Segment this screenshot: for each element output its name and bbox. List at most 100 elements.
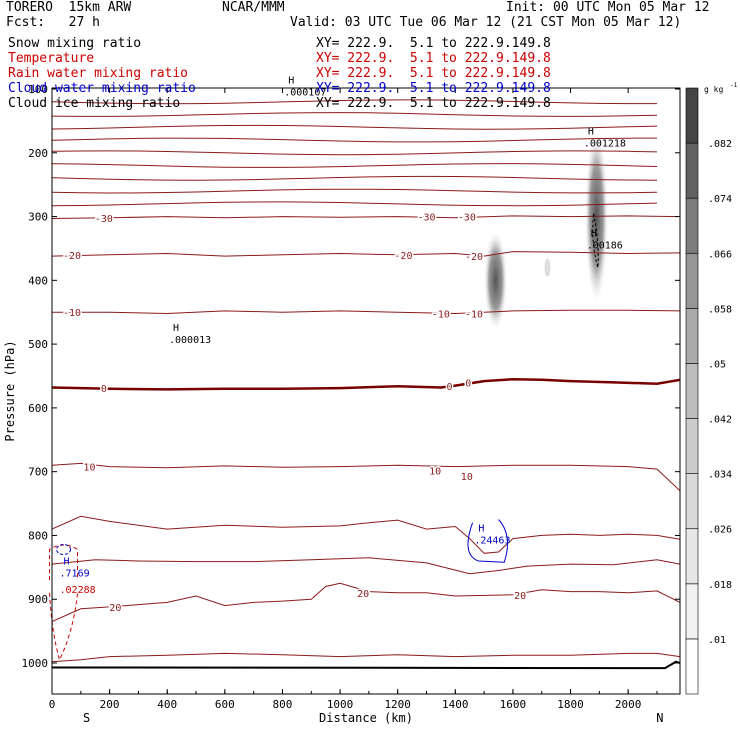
colorbar-swatch (685, 308, 699, 364)
legend-cloud-water-xy: XY= 222.9. 5.1 to 222.9.149.8 (316, 81, 551, 96)
maximum-marker: H (478, 524, 484, 535)
isotherm-label: 20 (357, 589, 369, 600)
isotherm-label: -20 (394, 251, 412, 262)
snow-plume-speck (544, 258, 551, 277)
legend-cloud-ice-xy: XY= 222.9. 5.1 to 222.9.149.8 (316, 96, 551, 111)
isotherm-label: 10 (461, 472, 473, 483)
isotherm-0 (52, 377, 680, 391)
y-tick-label: 1000 (22, 657, 49, 670)
upper-isotherm (52, 201, 658, 207)
maximum-marker: H (588, 126, 594, 137)
upper-isotherm (52, 175, 658, 181)
colorbar-label: .026 (708, 525, 732, 536)
contour-group (52, 99, 680, 670)
maximum-value: .000013 (169, 335, 211, 346)
colorbar-unit-sup: -1 (730, 82, 738, 89)
y-tick-label: 300 (28, 211, 48, 224)
colorbar-swatch (685, 363, 699, 419)
colorbar-swatch (685, 197, 699, 254)
isotherm-label: -10 (465, 309, 483, 320)
legend-cloud-water: Cloud water mixing ratio (8, 81, 196, 96)
legend-snow: Snow mixing ratio (8, 36, 142, 51)
x-tick-label: 1000 (327, 698, 354, 711)
rain-water-contour (49, 592, 79, 662)
x-tick-label: 0 (49, 698, 56, 711)
isotherm-unlabeled-7 (52, 557, 680, 575)
colorbar-label: .058 (708, 304, 732, 315)
upper-isotherm (52, 99, 657, 105)
isotherm-label: 0 (465, 378, 471, 389)
legend-temperature: Temperature (8, 51, 95, 66)
isotherm-label: 10 (429, 466, 441, 477)
surface-line (52, 660, 680, 670)
y-tick-label: 500 (28, 338, 48, 351)
colorbar-label: .082 (708, 139, 732, 150)
legend-temperature-xy: XY= 222.9. 5.1 to 222.9.149.8 (316, 51, 551, 66)
x-tick-label: 1400 (442, 698, 469, 711)
isotherm-label: 0 (101, 384, 107, 395)
colorbar-swatch (685, 87, 699, 144)
x-tick-label: 800 (273, 698, 293, 711)
maximum-value: .00186 (587, 240, 623, 251)
forecast-hour: Fcst: 27 h (6, 15, 100, 30)
cloud-water-contour (467, 519, 509, 563)
y-tick-label: 600 (28, 402, 48, 415)
cloud-ice-contour (592, 213, 599, 268)
colorbar-swatch (685, 418, 699, 474)
x-tick-label: 1200 (384, 698, 411, 711)
colorbar-label: .01 (708, 635, 726, 646)
x-axis-label: Distance (km) (319, 711, 413, 725)
colorbar-label: .074 (708, 194, 732, 205)
x-tick-label: 400 (157, 698, 177, 711)
colorbar-swatch (685, 638, 699, 695)
maximum-value: .02288 (60, 585, 96, 596)
rain-water-contour-upper (49, 544, 79, 581)
colorbar-label: .042 (708, 415, 732, 426)
isotherm-unlabeled-5 (52, 515, 680, 554)
init-time: Init: 00 UTC Mon 05 Mar 12 (506, 0, 710, 15)
x-tick-label: 1800 (557, 698, 584, 711)
maximum-value: .001218 (584, 138, 626, 149)
y-tick-label: 400 (28, 274, 48, 287)
maximum-value: .24463 (474, 536, 510, 547)
maximum-marker: H (173, 323, 179, 334)
colorbar-label: .05 (708, 359, 726, 370)
isotherm-unlabeled-8 (52, 652, 680, 663)
maximum-marker: H (591, 228, 597, 239)
x-tick-label: 2000 (615, 698, 642, 711)
colorbar-swatch (685, 473, 699, 530)
y-tick-label: 900 (28, 593, 48, 606)
upper-isotherm (52, 112, 658, 117)
legend-xy: XY= 222.9. 5.1 to 222.9.149.8 (316, 36, 551, 51)
y-tick-label: 200 (28, 147, 48, 160)
legend-rain-xy: XY= 222.9. 5.1 to 222.9.149.8 (316, 66, 551, 81)
colorbar-unit: g kg (704, 85, 723, 94)
org-title: NCAR/MMM (222, 0, 285, 15)
colorbar-swatch (685, 252, 699, 309)
isotherm--20 (52, 251, 680, 257)
colorbar-label: .066 (708, 249, 732, 260)
upper-isotherm (52, 163, 658, 168)
x-end-label-s: S (83, 711, 90, 725)
plot-frame (51, 87, 681, 695)
upper-isotherm (52, 150, 658, 156)
upper-isotherm (52, 124, 658, 130)
colorbar-label: .018 (708, 580, 732, 591)
y-axis-label: Pressure (hPa) (3, 340, 17, 441)
isotherm-10 (52, 462, 680, 492)
x-tick-label: 1600 (500, 698, 527, 711)
isotherm-label: 0 (447, 382, 453, 393)
isotherm-label: -20 (465, 252, 483, 263)
y-tick-label: 700 (28, 466, 48, 479)
valid-time: Valid: 03 UTC Tue 06 Mar 12 (21 CST Mon … (290, 15, 682, 30)
isotherm-label: 20 (514, 591, 526, 602)
isotherm-label: -10 (63, 308, 81, 319)
x-tick-label: 200 (100, 698, 120, 711)
isotherm-label: -30 (458, 213, 476, 224)
y-tick-label: 800 (28, 529, 48, 542)
isotherm--10 (52, 309, 680, 315)
maximum-value: .000107 (284, 87, 326, 98)
snow-plume-0 (483, 229, 508, 332)
maximum-marker: H (288, 75, 294, 86)
isotherm-label: 20 (109, 603, 121, 614)
